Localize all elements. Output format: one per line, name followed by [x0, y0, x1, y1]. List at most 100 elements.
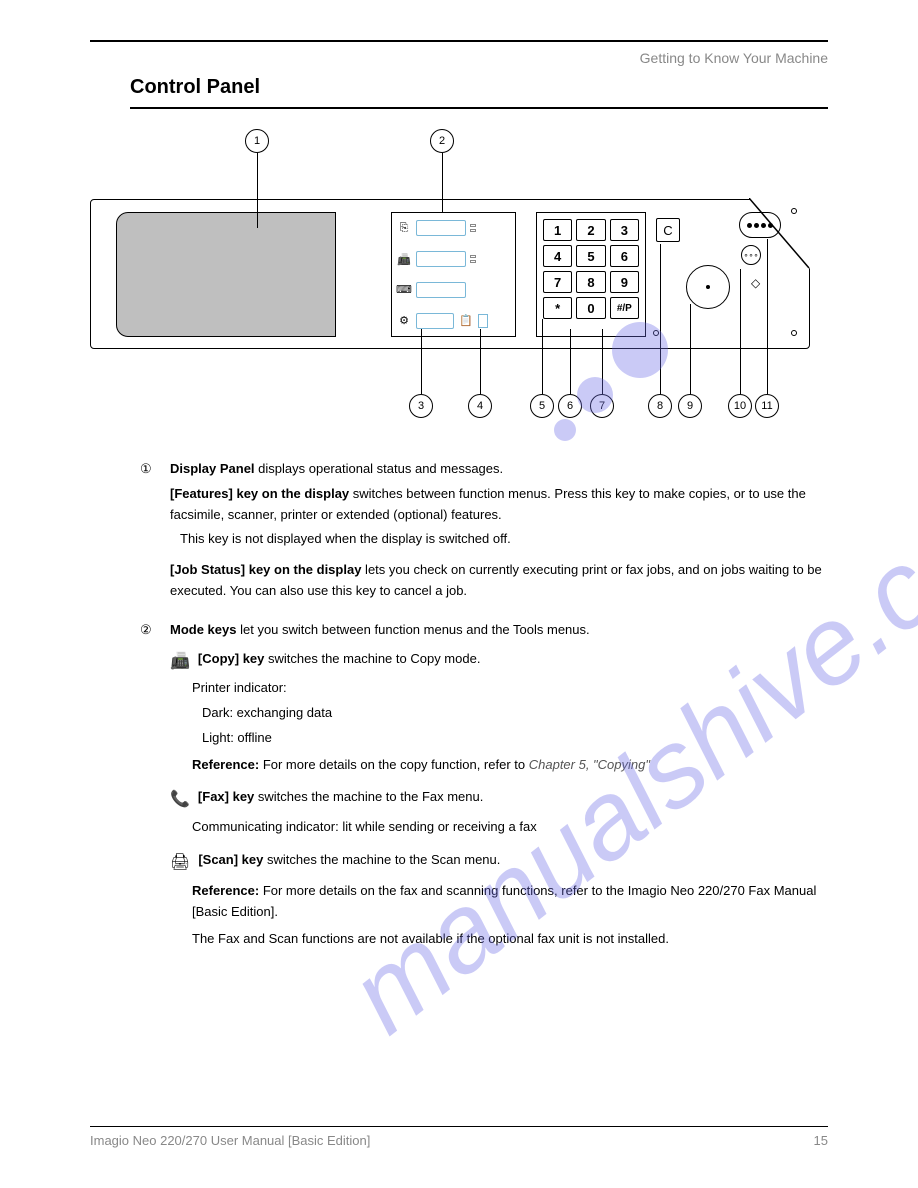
copy-indicators [470, 224, 476, 232]
start-dot [706, 285, 710, 289]
interrupt-icon: ∘∘∘ [742, 246, 760, 266]
item-1: ① Display Panel displays operational sta… [140, 459, 828, 480]
section-title: Control Panel [90, 76, 828, 99]
copy-key-label: [Copy] key [198, 651, 264, 666]
fax-note-label: Communicating indicator: [192, 819, 339, 834]
copy-key-row: 📠 [Copy] key switches the machine to Cop… [170, 649, 828, 675]
key-9[interactable]: 9 [610, 271, 639, 293]
callout-line [740, 269, 741, 394]
key-2[interactable]: 2 [576, 219, 605, 241]
fax-icon: 📠 [396, 252, 412, 266]
scan-key-body: switches the machine to the Scan menu. [263, 852, 500, 867]
scan-key-label: [Scan] key [198, 852, 263, 867]
key-1[interactable]: 1 [543, 219, 572, 241]
item-1-body: displays operational status and messages… [255, 461, 504, 476]
tools-icon: ⚙ [396, 314, 412, 328]
clear-key[interactable]: C [656, 218, 680, 242]
key-5[interactable]: 5 [576, 245, 605, 267]
interrupt-button[interactable]: ∘∘∘ [741, 245, 761, 265]
callout-3: 3 [409, 394, 433, 418]
tools-button[interactable] [416, 313, 454, 329]
item-1-sub1: [Features] key on the display switches b… [170, 484, 828, 526]
fax-note-body: lit while sending or receiving a fax [342, 819, 536, 834]
callout-line [542, 319, 543, 394]
fax-icon-inline: 📞 [170, 787, 190, 813]
callout-4: 4 [468, 394, 492, 418]
key-6[interactable]: 6 [610, 245, 639, 267]
copy-note-label: Printer indicator: [192, 678, 828, 699]
numeric-keypad: 1 2 3 4 5 6 7 8 9 * 0 #/P [536, 212, 646, 337]
callout-line [421, 329, 422, 394]
item-1-title: Display Panel [170, 461, 255, 476]
mode-copy-row: ⎘ [392, 213, 515, 244]
callout-9: 9 [678, 394, 702, 418]
screw-bl [653, 330, 659, 336]
callout-1: 1 [245, 129, 269, 153]
copy-ref-link: Chapter 5, "Copying" [529, 757, 650, 772]
fax-key-row: 📞 [Fax] key switches the machine to the … [170, 787, 828, 813]
fax-button[interactable] [416, 251, 466, 267]
login-button[interactable] [739, 212, 781, 238]
mode-scan-row: ⌨ [392, 275, 515, 306]
key-3[interactable]: 3 [610, 219, 639, 241]
header-rule [90, 40, 828, 42]
counter-button[interactable] [478, 314, 488, 328]
callout-6: 6 [558, 394, 582, 418]
features-key-label: [Features] key on the display [170, 486, 349, 501]
copy-note-lt: Light: offline [202, 728, 828, 749]
callout-8: 8 [648, 394, 672, 418]
screw-br [791, 330, 797, 336]
fax-note: Communicating indicator: lit while sendi… [192, 817, 828, 838]
callout-line [570, 329, 571, 394]
key-4[interactable]: 4 [543, 245, 572, 267]
callout-line [660, 244, 661, 394]
scan-note: The Fax and Scan functions are not avail… [192, 929, 828, 950]
scan-button[interactable] [416, 282, 466, 298]
scan-ref-body: For more details on the fax and scanning… [192, 883, 816, 919]
scan-ref: Reference: For more details on the fax a… [192, 881, 828, 923]
callout-line [442, 153, 443, 213]
key-8[interactable]: 8 [576, 271, 605, 293]
diamond-icon: ◇ [751, 276, 760, 290]
copy-button[interactable] [416, 220, 466, 236]
fax-key-label: [Fax] key [198, 789, 254, 804]
scan-ref-label: Reference: [192, 883, 263, 898]
fax-key-body: switches the machine to the Fax menu. [254, 789, 483, 804]
copy-key-body: switches the machine to Copy mode. [264, 651, 480, 666]
callout-11: 11 [755, 394, 779, 418]
counter-icon: 📋 [458, 314, 474, 328]
item-num-1: ① [140, 459, 170, 480]
control-panel-outline: ⎘ 📠 ⌨ ⚙ 📋 1 2 [90, 199, 810, 349]
scan-icon: ⌨ [396, 283, 412, 297]
screw-tr [791, 208, 797, 214]
page-footer: Imagio Neo 220/270 User Manual [Basic Ed… [90, 1126, 828, 1148]
footer-page-num: 15 [814, 1133, 828, 1148]
callout-line [480, 329, 481, 394]
item-num-2: ② [140, 620, 170, 641]
callout-line [257, 153, 258, 228]
scan-icon-inline: 🖨 [170, 850, 190, 876]
mode-button-group: ⎘ 📠 ⌨ ⚙ 📋 [391, 212, 516, 337]
start-button[interactable] [686, 265, 730, 309]
callout-7: 7 [590, 394, 614, 418]
key-hash[interactable]: #/P [610, 297, 639, 319]
lcd-display[interactable] [116, 212, 336, 337]
key-0[interactable]: 0 [576, 297, 605, 319]
jobstatus-key-label: [Job Status] key on the display [170, 562, 361, 577]
callout-line [602, 329, 603, 394]
key-7[interactable]: 7 [543, 271, 572, 293]
footer-left: Imagio Neo 220/270 User Manual [Basic Ed… [90, 1133, 370, 1148]
control-panel-diagram: 1 2 ⎘ 📠 ⌨ ⚙ [90, 129, 828, 429]
copy-ref: Reference: For more details on the copy … [192, 755, 828, 776]
item-1-sub2: [Job Status] key on the display lets you… [170, 560, 828, 602]
header-breadcrumb: Getting to Know Your Machine [90, 50, 828, 66]
callout-line [767, 239, 768, 394]
callout-2: 2 [430, 129, 454, 153]
copy-icon: ⎘ [396, 221, 412, 235]
key-star[interactable]: * [543, 297, 572, 319]
copy-ref-label: Reference: [192, 757, 263, 772]
fax-indicators [470, 255, 476, 263]
copy-icon-inline: 📠 [170, 649, 190, 675]
scan-key-row: 🖨 [Scan] key switches the machine to the… [170, 850, 828, 876]
copy-ref-body: For more details on the copy function, r… [263, 757, 529, 772]
